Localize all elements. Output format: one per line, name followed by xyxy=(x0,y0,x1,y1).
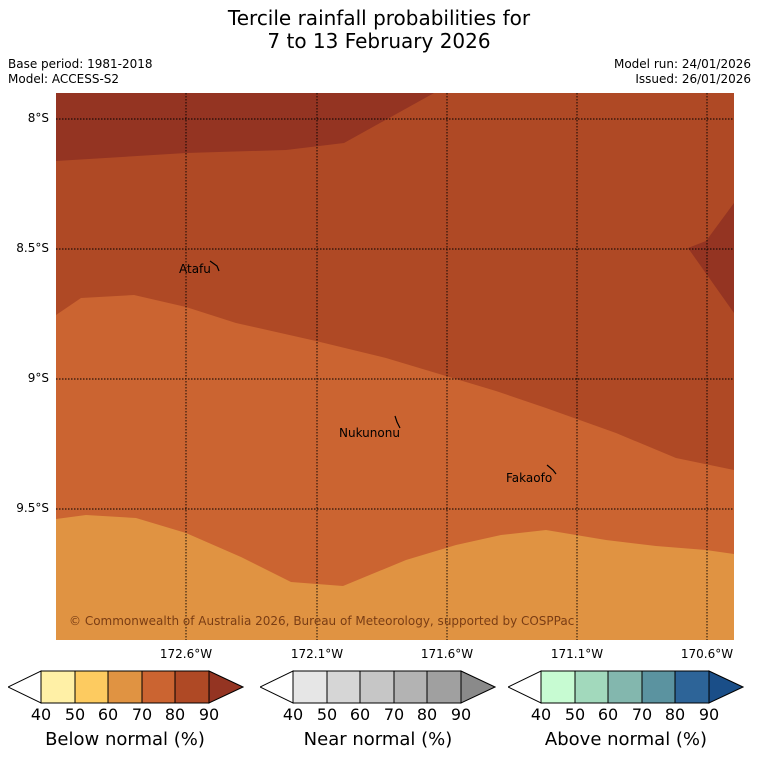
zone-below-50-60 xyxy=(56,515,734,640)
colorbar-below-low-extend xyxy=(8,670,42,704)
colorbar-above-segment-1 xyxy=(540,670,576,704)
lat-label-8s: 8°S xyxy=(27,111,49,125)
below-tick-40: 40 xyxy=(30,705,52,724)
meta-right: Model run: 24/01/2026 Issued: 26/01/2026 xyxy=(614,57,751,87)
above-tick-90: 90 xyxy=(698,705,720,724)
issued-date: Issued: 26/01/2026 xyxy=(635,72,751,86)
colorbar-above-segment-2 xyxy=(574,670,609,704)
above-tick-60: 60 xyxy=(597,705,619,724)
colorbar-near xyxy=(260,670,496,704)
colorbar-below-segment-3 xyxy=(107,670,143,704)
above-tick-50: 50 xyxy=(564,705,586,724)
lon-label-172-6w: 172.6°W xyxy=(159,647,213,661)
colorbar-above-segment-5 xyxy=(674,670,710,704)
below-tick-70: 70 xyxy=(131,705,153,724)
colorbar-below-segment-2 xyxy=(74,670,109,704)
map-panel xyxy=(56,93,734,640)
colorbar-near-segment-4 xyxy=(393,670,428,704)
above-tick-80: 80 xyxy=(664,705,686,724)
colorbar-near-low-extend xyxy=(260,670,294,704)
below-tick-50: 50 xyxy=(64,705,86,724)
chart-title-line2: 7 to 13 February 2026 xyxy=(267,29,491,53)
colorbar-below xyxy=(8,670,244,704)
colorbar-below-high-extend xyxy=(208,670,244,704)
near-tick-40: 40 xyxy=(282,705,304,724)
legend-label-near: Near normal (%) xyxy=(303,729,453,750)
atolls xyxy=(209,260,557,475)
chart-title-line1: Tercile rainfall probabilities for xyxy=(227,6,531,30)
lat-label-9s: 9°S xyxy=(27,371,49,385)
legend-above-normal xyxy=(508,670,744,704)
place-atafu: Atafu xyxy=(179,262,211,276)
legend-label-above: Above normal (%) xyxy=(544,729,708,750)
atoll-fakaofo xyxy=(546,464,557,475)
colorbar-above-segment-4 xyxy=(641,670,676,704)
above-tick-40: 40 xyxy=(530,705,552,724)
model-run: Model run: 24/01/2026 xyxy=(613,57,751,71)
colorbar-below-segment-1 xyxy=(40,670,76,704)
meta-left: Base period: 1981-2018 Model: ACCESS-S2 xyxy=(8,57,153,87)
lon-label-170-6w: 170.6°W xyxy=(680,647,734,661)
map-svg xyxy=(56,93,734,640)
near-tick-70: 70 xyxy=(383,705,405,724)
model-name: Model: ACCESS-S2 xyxy=(8,72,120,86)
colorbar-near-segment-3 xyxy=(359,670,395,704)
lat-label-8-5s: 8.5°S xyxy=(16,241,49,255)
below-tick-90: 90 xyxy=(198,705,220,724)
place-nukunonu: Nukunonu xyxy=(339,426,400,440)
near-tick-80: 80 xyxy=(416,705,438,724)
legend-below-normal xyxy=(8,670,244,704)
colorbar-above-high-extend xyxy=(708,670,744,704)
place-fakaofo: Fakaofo xyxy=(506,471,553,485)
below-tick-80: 80 xyxy=(164,705,186,724)
base-period: Base period: 1981-2018 xyxy=(8,57,153,71)
legend-label-below: Below normal (%) xyxy=(45,729,205,750)
near-tick-50: 50 xyxy=(316,705,338,724)
near-tick-90: 90 xyxy=(450,705,472,724)
colorbar-above-low-extend xyxy=(508,670,542,704)
colorbar-near-high-extend xyxy=(460,670,496,704)
atoll-atafu xyxy=(209,260,220,272)
legend-near-normal xyxy=(260,670,496,704)
colorbar-below-segment-5 xyxy=(174,670,210,704)
graticule xyxy=(56,93,734,640)
above-tick-70: 70 xyxy=(631,705,653,724)
colorbar-below-segment-4 xyxy=(141,670,176,704)
colorbar-near-segment-2 xyxy=(326,670,361,704)
copyright-notice: © Commonwealth of Australia 2026, Bureau… xyxy=(69,614,575,628)
colorbar-near-segment-5 xyxy=(426,670,462,704)
near-tick-60: 60 xyxy=(349,705,371,724)
lon-label-172-1w: 172.1°W xyxy=(290,647,344,661)
lon-label-171-6w: 171.6°W xyxy=(420,647,474,661)
colorbar-near-segment-1 xyxy=(292,670,328,704)
atoll-nukunonu xyxy=(394,415,401,429)
colorbar-above-segment-3 xyxy=(607,670,643,704)
below-tick-60: 60 xyxy=(97,705,119,724)
lat-label-9-5s: 9.5°S xyxy=(16,501,49,515)
colorbar-above xyxy=(508,670,744,704)
lon-label-171-1w: 171.1°W xyxy=(550,647,604,661)
